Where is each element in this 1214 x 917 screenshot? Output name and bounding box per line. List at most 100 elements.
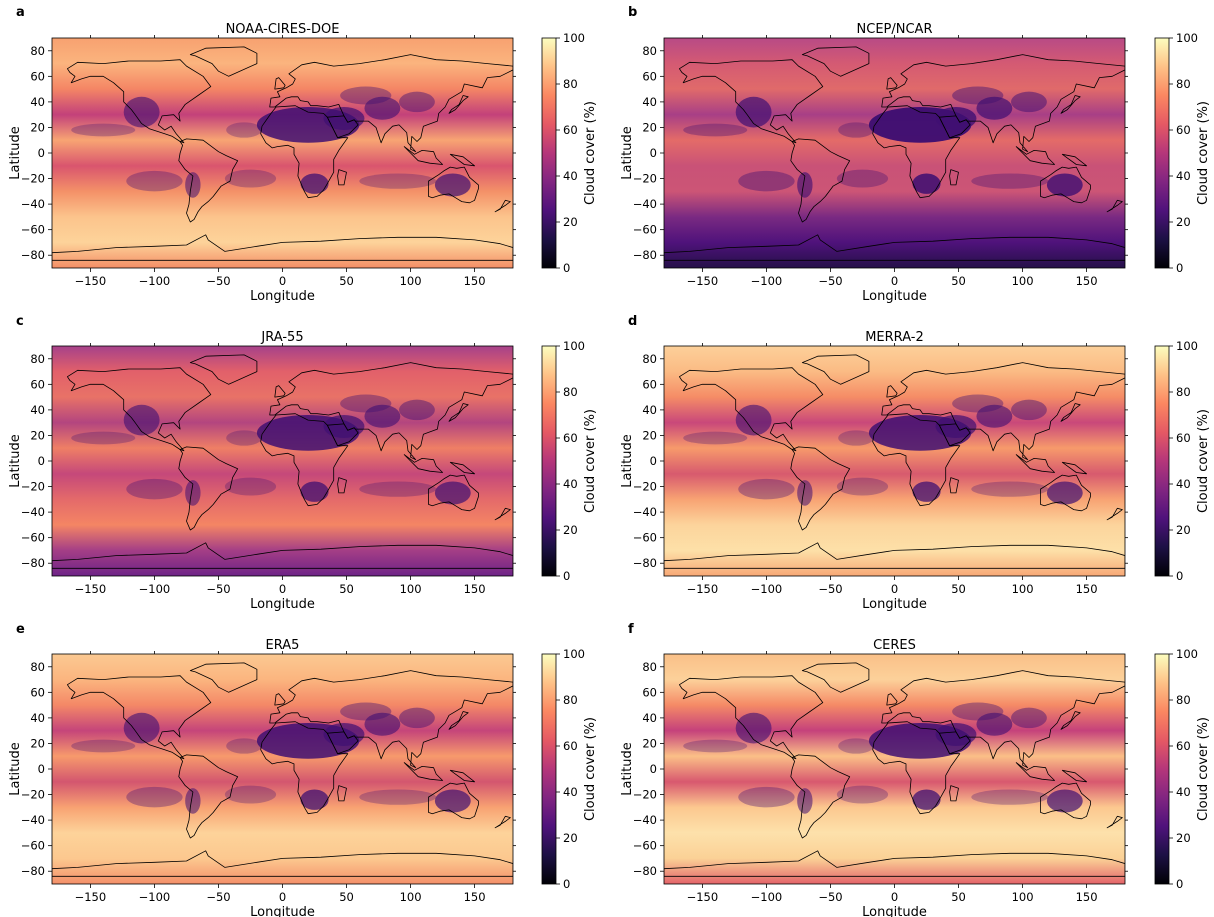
x-tick-label: 100 <box>1012 274 1034 288</box>
colorbar-label: Cloud cover (%) <box>583 717 598 821</box>
y-tick-label: −40 <box>21 197 45 211</box>
y-tick-label: −80 <box>633 556 657 570</box>
y-axis-label: Latitude <box>8 742 23 796</box>
low-cloud-region <box>971 481 1049 497</box>
low-cloud-region <box>323 415 365 438</box>
y-tick-label: 0 <box>38 762 45 776</box>
coastline-arabia <box>326 423 359 447</box>
x-tick-label: −150 <box>687 890 719 904</box>
y-tick-label: −40 <box>21 813 45 827</box>
x-tick-label: −50 <box>206 582 230 596</box>
low-cloud-region <box>399 399 435 421</box>
x-tick-label: −100 <box>751 582 783 596</box>
coastline-south-america <box>178 446 239 531</box>
colorbar-tick-label: 20 <box>1176 831 1191 845</box>
x-axis-label: Longitude <box>250 597 315 612</box>
x-tick-label: −150 <box>687 582 719 596</box>
low-cloud-region <box>976 96 1013 120</box>
low-cloud-region <box>735 96 772 128</box>
heatmap <box>52 346 513 576</box>
x-tick-label: 100 <box>1012 890 1034 904</box>
colorbar-label: Cloud cover (%) <box>583 101 598 205</box>
colorbar-tick-label: 40 <box>563 169 578 183</box>
colorbar-tick-label: 0 <box>563 877 570 891</box>
coastline-new-zealand <box>1106 199 1123 213</box>
coastline-new-zealand <box>494 199 511 213</box>
low-cloud-region <box>323 723 365 746</box>
colorbar-tick-label: 100 <box>1176 647 1198 661</box>
x-tick-label: −50 <box>206 890 230 904</box>
heatmap-background <box>664 346 1125 576</box>
y-tick-label: 0 <box>38 146 45 160</box>
coastline-greenland <box>801 662 870 693</box>
low-cloud-region <box>185 480 201 506</box>
low-cloud-region <box>738 786 795 808</box>
colorbar-tick-label: 40 <box>563 785 578 799</box>
y-tick-label: 20 <box>30 120 45 134</box>
x-tick-label: −50 <box>818 274 842 288</box>
heatmap-background <box>52 654 513 884</box>
low-cloud-region <box>1011 399 1047 421</box>
y-tick-label: 40 <box>642 403 657 417</box>
colorbar-label: Cloud cover (%) <box>1196 101 1211 205</box>
low-cloud-region <box>683 123 748 137</box>
y-tick-label: −20 <box>633 480 657 494</box>
coastline-japan <box>448 403 469 422</box>
x-axis-label: Longitude <box>862 289 927 304</box>
panel-letter: d <box>628 314 637 329</box>
coastline-eurasia <box>269 670 513 769</box>
x-tick-label: 0 <box>279 890 286 904</box>
coastline-new-guinea <box>1061 153 1087 167</box>
coastline-indonesia <box>1015 146 1055 165</box>
low-cloud-region <box>935 415 977 438</box>
coastline-australia <box>1040 474 1091 512</box>
low-cloud-region <box>71 123 136 137</box>
coastline-australia <box>428 474 479 512</box>
coastline-uk <box>886 385 898 398</box>
low-cloud-region <box>364 404 401 428</box>
low-cloud-region <box>952 702 1004 721</box>
y-tick-label: −40 <box>633 505 657 519</box>
y-tick-label: 0 <box>650 762 657 776</box>
x-tick-label: −50 <box>818 582 842 596</box>
coastline-greenland <box>189 46 258 77</box>
y-tick-label: 20 <box>30 428 45 442</box>
coastline-south-america <box>790 754 851 839</box>
y-tick-label: −80 <box>21 864 45 878</box>
coastline-greenland <box>801 46 870 77</box>
low-cloud-region <box>434 173 471 197</box>
low-cloud-region <box>123 712 160 744</box>
low-cloud-region <box>364 96 401 120</box>
colorbar-tick-label: 40 <box>1176 477 1191 491</box>
y-tick-label: 60 <box>642 685 657 699</box>
colorbar-tick-label: 60 <box>563 123 578 137</box>
coastline-eurasia <box>881 362 1125 461</box>
colorbar-tick-label: 60 <box>1176 123 1191 137</box>
coastline-south-america <box>178 138 239 223</box>
colorbar <box>1154 345 1170 577</box>
low-cloud-region <box>836 785 889 804</box>
low-cloud-region <box>797 480 813 506</box>
y-tick-label: −60 <box>21 839 45 853</box>
y-tick-label: −80 <box>21 248 45 262</box>
heatmap <box>52 38 513 268</box>
low-cloud-region <box>735 404 772 436</box>
y-tick-label: 20 <box>642 120 657 134</box>
low-cloud-region <box>683 739 748 753</box>
coastline-japan <box>448 711 469 730</box>
low-cloud-region <box>738 170 795 192</box>
colorbar-tick-label: 60 <box>1176 739 1191 753</box>
heatmap-background <box>52 346 513 576</box>
low-cloud-region <box>340 86 392 105</box>
low-cloud-region <box>912 481 941 502</box>
panel-letter: f <box>628 622 634 637</box>
panel-title: JRA-55 <box>260 330 303 345</box>
low-cloud-region <box>359 789 437 805</box>
x-tick-label: 150 <box>1076 890 1098 904</box>
panel-e: e ERA5 −150 −100 −50 0 50 100 150 80 60 40 20 0 −20 −40… <box>8 622 598 917</box>
low-cloud-region <box>399 91 435 113</box>
colorbar-tick-label: 40 <box>1176 785 1191 799</box>
low-cloud-region <box>797 788 813 814</box>
low-cloud-region <box>971 789 1049 805</box>
x-tick-label: −50 <box>206 274 230 288</box>
